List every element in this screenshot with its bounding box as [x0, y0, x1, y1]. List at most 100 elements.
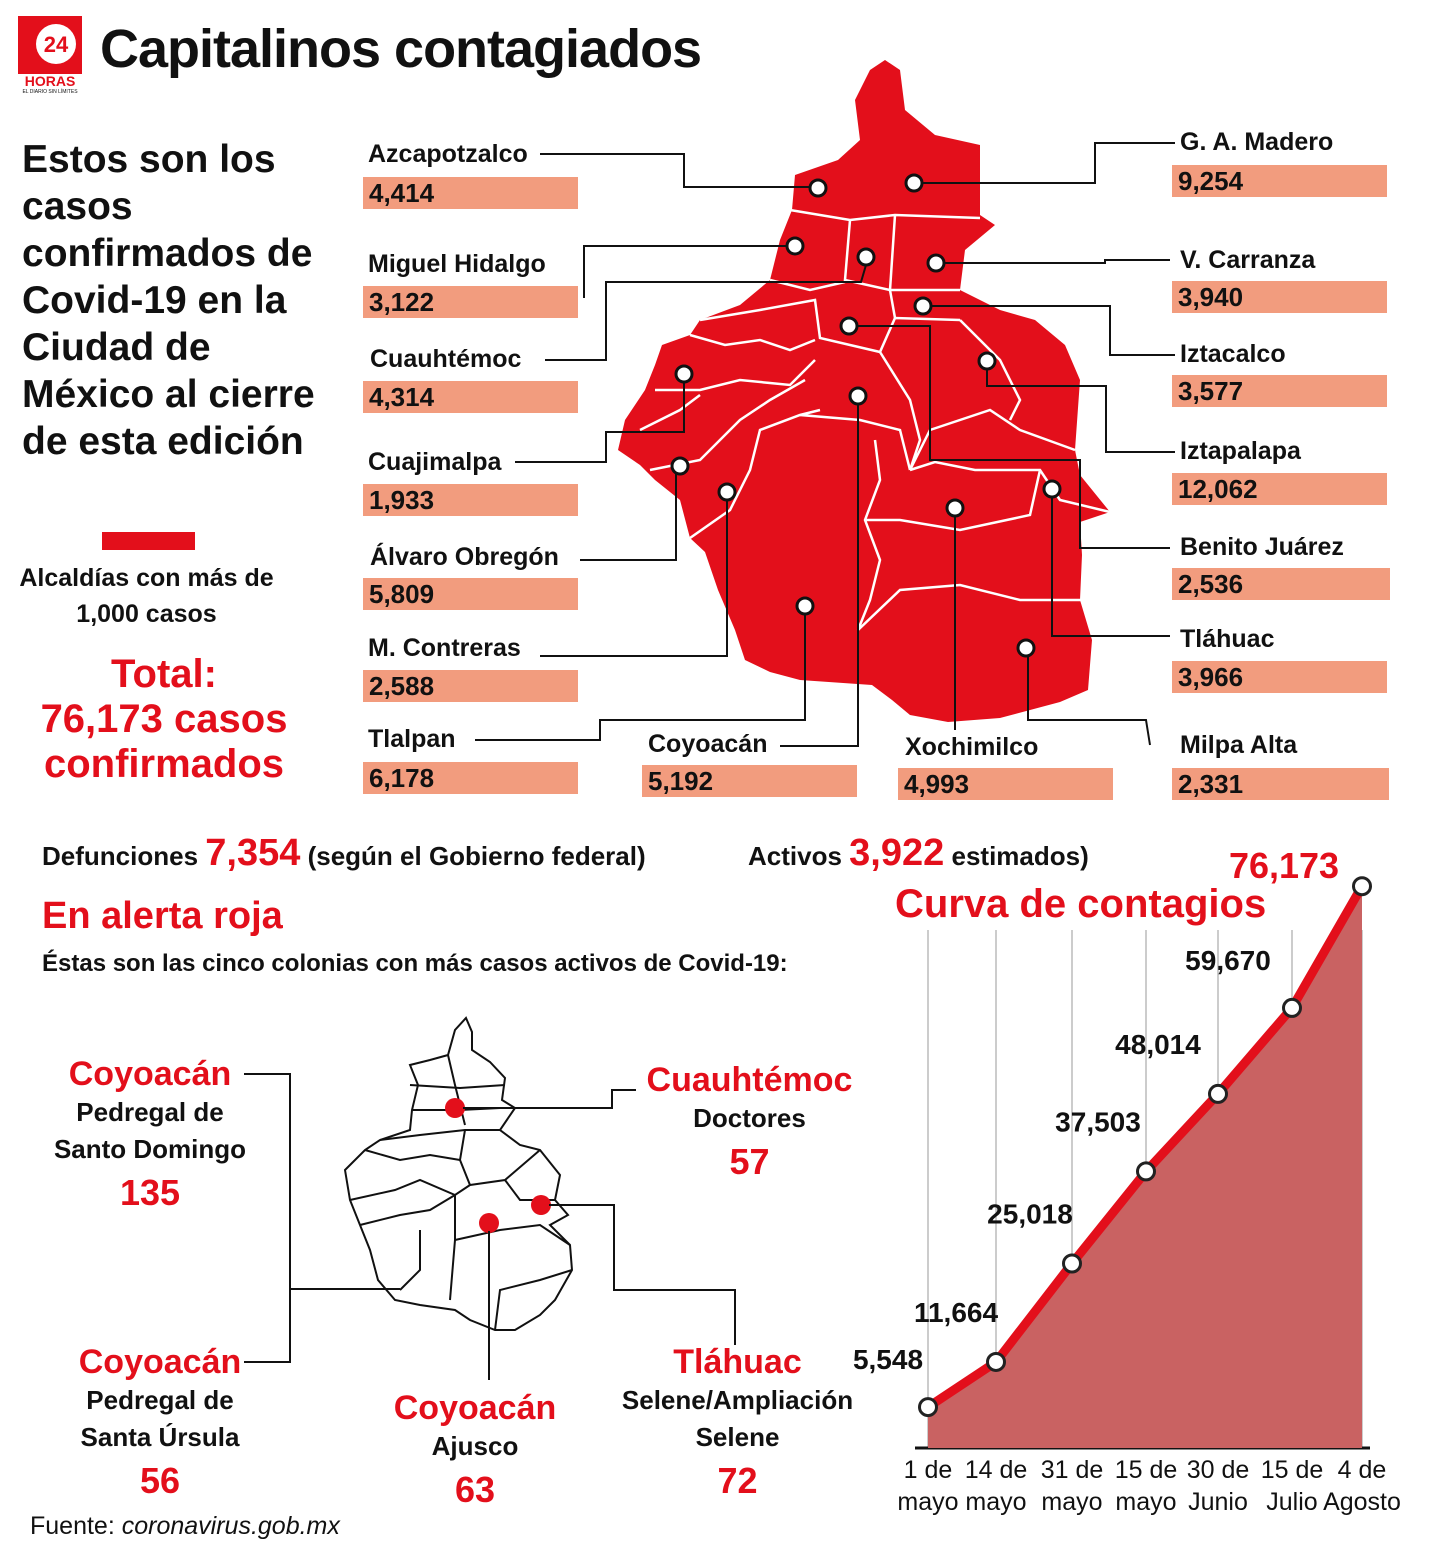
colonia-leaders [244, 1073, 736, 1380]
svg-text:HORAS: HORAS [25, 73, 76, 89]
borough-name: Cuajimalpa [368, 448, 502, 476]
colonia-alcaldia: Coyoacán [78, 1343, 242, 1381]
chart-data-label: 59,670 [1185, 945, 1271, 976]
colonia-3: Coyoacán Pedregal de Santa Úrsula 56 [55, 1342, 265, 1506]
colonia-dot-selene [531, 1195, 551, 1215]
active-note: estimados) [951, 841, 1089, 871]
chart-data-label: 11,664 [914, 1297, 999, 1328]
borough-cases: 2,536 [1172, 568, 1390, 600]
borough-name: Azcapotzalco [368, 140, 528, 168]
colonia-1: Coyoacán Pedregal de Santo Domingo 135 [50, 1054, 250, 1218]
chart-point [1136, 1161, 1156, 1182]
borough-cases: 3,577 [1172, 375, 1387, 407]
chart-tick-label: 30 de Junio [1187, 1456, 1250, 1516]
colonia-name: Ajusco [431, 1431, 519, 1461]
colonia-name: Selene/Ampliación Selene [621, 1385, 854, 1452]
total-line1: Total: [111, 652, 217, 696]
chart-point [1062, 1253, 1082, 1274]
colonia-cases: 57 [729, 1141, 770, 1182]
colonia-cases: 63 [454, 1469, 496, 1510]
chart-data-label: 76,173 [1229, 845, 1339, 886]
borough-name: Tláhuac [1180, 625, 1275, 653]
cdmx-map [475, 60, 1175, 747]
chart-tick-label: 15 de Julio [1261, 1456, 1324, 1516]
colonia-alcaldia: Cuauhtémoc [646, 1061, 853, 1099]
borough-cases: 6,178 [363, 762, 578, 794]
colonia-cases: 72 [717, 1460, 758, 1501]
colonia-name: Pedregal de Santa Úrsula [80, 1385, 240, 1452]
borough-name: Álvaro Obregón [370, 543, 559, 571]
deaths-value: 7,354 [205, 832, 301, 874]
borough-cases: 3,122 [363, 286, 578, 318]
source-value: coronavirus.gob.mx [121, 1512, 340, 1540]
map-dots [670, 173, 1062, 658]
borough-name: Iztacalco [1180, 340, 1286, 368]
borough-name: Milpa Alta [1180, 731, 1298, 759]
borough-cases: 4,993 [898, 768, 1113, 800]
borough-name: Coyoacán [648, 730, 768, 758]
borough-cases: 2,588 [363, 670, 578, 702]
borough-name: G. A. Madero [1180, 128, 1334, 156]
colonia-alcaldia: Coyoacán [393, 1389, 557, 1427]
borough-cases: 1,933 [363, 484, 578, 516]
colonia-dot-doctores [445, 1098, 465, 1118]
chart-point [1208, 1083, 1228, 1104]
chart-data-label: 5,548 [853, 1344, 923, 1375]
colonia-name: Doctores [693, 1103, 806, 1133]
borough-name: Benito Juárez [1180, 533, 1344, 561]
borough-name: Iztapalapa [1180, 437, 1301, 465]
chart-point [986, 1351, 1006, 1372]
borough-name: Tlalpan [368, 725, 456, 753]
active-value: 3,922 [849, 832, 945, 874]
chart-data-label: 25,018 [987, 1198, 1073, 1229]
borough-cases: 2,331 [1172, 768, 1389, 800]
chart-tick-label: 15 de mayo [1115, 1456, 1178, 1516]
map-dot-milpa-alta [1016, 638, 1036, 658]
deaths-note: (según el Gobierno federal) [307, 841, 646, 871]
colonia-dot-ajusco [479, 1213, 499, 1233]
colonia-cases: 135 [119, 1172, 181, 1213]
colonia-5: Tláhuac Selene/Ampliación Selene 72 [605, 1342, 870, 1506]
24-horas-logo: 24 HORAS EL DIARIO SIN LÍMITES [18, 16, 82, 94]
svg-text:24: 24 [44, 32, 69, 57]
chart-point [918, 1397, 938, 1418]
colonia-name: Pedregal de Santo Domingo [53, 1097, 247, 1164]
chart-tick-label: 14 de mayo [965, 1456, 1028, 1516]
borough-cases: 9,254 [1172, 165, 1387, 197]
alert-subtitle: Éstas son las cinco colonias con más cas… [42, 950, 788, 977]
borough-cases: 4,414 [363, 177, 578, 209]
page-title: Capitalinos contagiados [100, 19, 702, 79]
borough-cases: 4,314 [363, 381, 578, 413]
chart-tick-label: 4 de Agosto [1323, 1456, 1401, 1516]
deaths-label: Defunciones [42, 841, 199, 871]
svg-text:EL DIARIO SIN LÍMITES: EL DIARIO SIN LÍMITES [22, 88, 78, 94]
borough-name: M. Contreras [368, 634, 521, 662]
colonia-2: Cuauhtémoc Doctores 57 [632, 1060, 867, 1187]
colonias-map [244, 1016, 736, 1380]
deaths-line: Defunciones 7,354 (según el Gobierno fed… [42, 832, 646, 875]
total-line2: 76,173 casos [40, 697, 288, 741]
borough-cases: 3,966 [1172, 661, 1387, 693]
intro-text: Estos son los casos confirmados de Covid… [22, 138, 315, 463]
total-cases: Total: 76,173 casos confirmados [14, 652, 314, 787]
borough-name: V. Carranza [1180, 246, 1316, 274]
chart-point [1282, 997, 1302, 1018]
leader-lines [475, 142, 1175, 747]
borough-name: Cuauhtémoc [370, 345, 522, 373]
borough-name: Miguel Hidalgo [368, 250, 546, 278]
chart-tick-label: 1 de mayo [897, 1456, 958, 1516]
borough-cases: 5,192 [642, 765, 857, 797]
alert-title: En alerta roja [42, 895, 283, 937]
colonia-alcaldia: Coyoacán [68, 1055, 232, 1093]
chart-data-label: 48,014 [1115, 1029, 1201, 1060]
colonia-cases: 56 [139, 1460, 181, 1501]
active-line: Activos 3,922 estimados) [748, 832, 1089, 875]
chart-area [928, 886, 1362, 1448]
colonia-alcaldia: Tláhuac [673, 1343, 802, 1381]
borough-cases: 3,940 [1172, 281, 1387, 313]
source-label: Fuente: [30, 1512, 115, 1540]
chart-tick-label: 31 de mayo [1041, 1456, 1104, 1516]
chart-data-label: 37,503 [1055, 1106, 1141, 1137]
borough-cases: 5,809 [363, 578, 578, 610]
borough-cases: 12,062 [1172, 473, 1387, 505]
